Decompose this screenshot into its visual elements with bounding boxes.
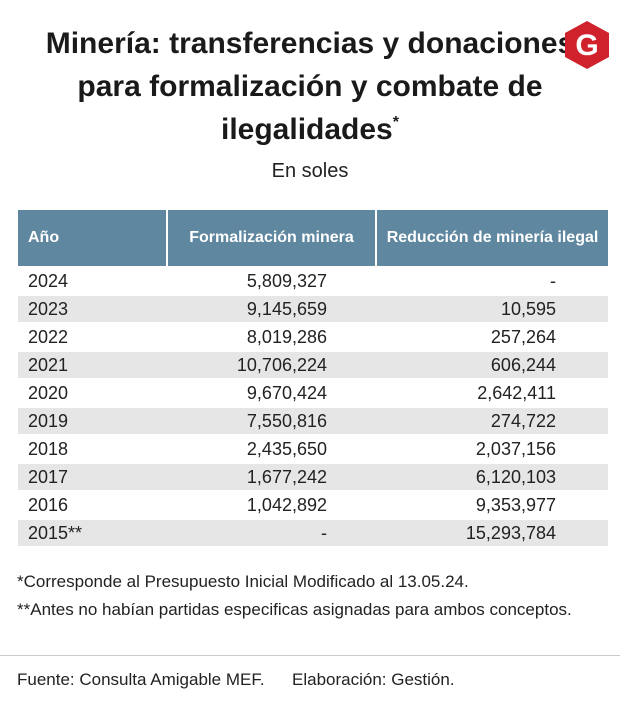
table-row: 2019 7,550,816 274,722 bbox=[18, 408, 608, 434]
column-header: Formalización minera bbox=[168, 210, 377, 266]
table-row: 2021 10,706,224 606,244 bbox=[18, 352, 608, 378]
table-cell: 2,642,411 bbox=[477, 382, 556, 403]
table-cell: 2,435,650 bbox=[246, 438, 327, 459]
title-block: Minería: transferencias y donaciones par… bbox=[40, 22, 580, 151]
table-cell: 2017 bbox=[18, 464, 168, 490]
table-row: 2016 1,042,892 9,353,977 bbox=[18, 492, 608, 518]
title-mark: * bbox=[392, 114, 399, 131]
table-row: 2020 9,670,424 2,642,411 bbox=[18, 380, 608, 406]
table-cell: 10,706,224 bbox=[168, 352, 377, 378]
divider bbox=[0, 655, 620, 656]
title: Minería: transferencias y donaciones par… bbox=[45, 27, 575, 146]
table-row: 2022 8,019,286 257,264 bbox=[18, 324, 608, 350]
table-row: 2015** -15,293,784 bbox=[18, 520, 608, 546]
table-cell: 2015** bbox=[18, 520, 168, 546]
logo-shape bbox=[565, 21, 609, 69]
table-cell: 2020 bbox=[28, 382, 69, 403]
table-row: 2017 1,677,242 6,120,103 bbox=[18, 464, 608, 490]
data-table: Año Formalización minera Reducción de mine… bbox=[18, 208, 608, 548]
table-cell: - bbox=[550, 270, 556, 291]
table-cell: 1,677,242 bbox=[168, 464, 377, 490]
table-cell: 6,120,103 bbox=[377, 464, 608, 490]
table-cell: 2,037,156 bbox=[475, 438, 556, 459]
table-cell: 5,809,327 bbox=[246, 270, 327, 291]
table-cell: 2022 bbox=[28, 326, 69, 347]
source: Fuente: Consulta Amigable MEF. bbox=[17, 670, 265, 689]
table-cell: 8,019,286 bbox=[246, 326, 327, 347]
table-row: 2023 9,145,659 10,595 bbox=[18, 296, 608, 322]
note: *Corresponde al Presupuesto Inicial Modi… bbox=[17, 572, 469, 591]
table-row: 2024 5,809,327 - bbox=[18, 268, 608, 294]
table-cell: 257,264 bbox=[490, 326, 556, 347]
table-cell: 9,670,424 bbox=[246, 382, 327, 403]
column-header: Reducción de minería ilegal bbox=[377, 210, 608, 266]
table-row: 2018 2,435,650 2,037,156 bbox=[18, 436, 608, 462]
table-cell: 2019 bbox=[18, 408, 168, 434]
credit: Elaboración: Gestión. bbox=[292, 670, 455, 689]
table-cell: 2016 bbox=[28, 494, 69, 515]
table-cell: 10,595 bbox=[377, 296, 608, 322]
subtitle: En soles bbox=[271, 160, 349, 182]
table-cell: 274,722 bbox=[377, 408, 608, 434]
note: **Antes no habían partidas especificas a… bbox=[17, 600, 572, 619]
logo-letter: G bbox=[575, 29, 598, 62]
table-cell: 1,042,892 bbox=[246, 494, 327, 515]
table-cell: - bbox=[168, 520, 377, 546]
header-row: Año Formalización minera Reducción de mine… bbox=[18, 210, 608, 266]
logo: G bbox=[565, 21, 609, 69]
table-cell: 9,145,659 bbox=[168, 296, 377, 322]
table-body: 2024 5,809,327 - 2023 9,145,659 10,595 2022 8,0… bbox=[18, 268, 608, 546]
table-cell: 2018 bbox=[28, 438, 69, 459]
table-cell: 2024 bbox=[28, 270, 69, 291]
table-cell: 9,353,977 bbox=[475, 494, 556, 515]
table-cell: 2021 bbox=[18, 352, 168, 378]
column-header: Año bbox=[18, 210, 168, 266]
table-cell: 7,550,816 bbox=[168, 408, 377, 434]
table-cell: 15,293,784 bbox=[377, 520, 608, 546]
table-cell: 2023 bbox=[18, 296, 168, 322]
table-cell: 606,244 bbox=[377, 352, 608, 378]
